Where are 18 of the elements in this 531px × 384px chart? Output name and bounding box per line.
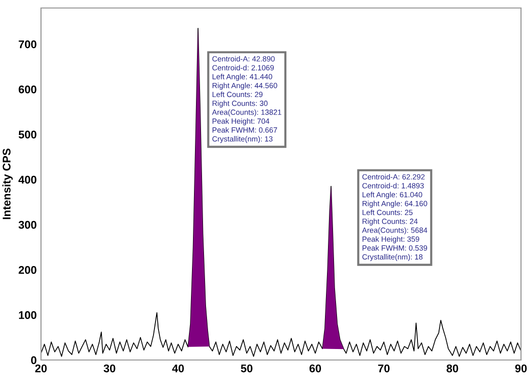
y-tick-label: 700 bbox=[18, 40, 36, 48]
y-tick-label: 500 bbox=[18, 130, 36, 138]
x-tick-label: 90 bbox=[515, 364, 527, 372]
x-tick-label: 20 bbox=[35, 364, 47, 372]
x-tick-label: 30 bbox=[104, 364, 116, 372]
y-axis-title: Intensity CPS bbox=[2, 148, 13, 220]
x-tick-label: 70 bbox=[378, 364, 390, 372]
y-tick-label: 600 bbox=[18, 86, 36, 94]
y-tick-label: 100 bbox=[18, 311, 36, 320]
x-tick-label: 80 bbox=[446, 364, 458, 372]
line-series bbox=[41, 28, 521, 357]
x-tick-label: 50 bbox=[240, 364, 252, 372]
x-tick-label: 60 bbox=[310, 364, 322, 372]
x-tick-label: 40 bbox=[172, 364, 184, 372]
y-tick-label: 200 bbox=[18, 266, 36, 274]
y-tick-label: 300 bbox=[18, 220, 36, 229]
y-tick-label: 400 bbox=[18, 176, 36, 184]
y-tick-label: 0 bbox=[31, 356, 36, 364]
